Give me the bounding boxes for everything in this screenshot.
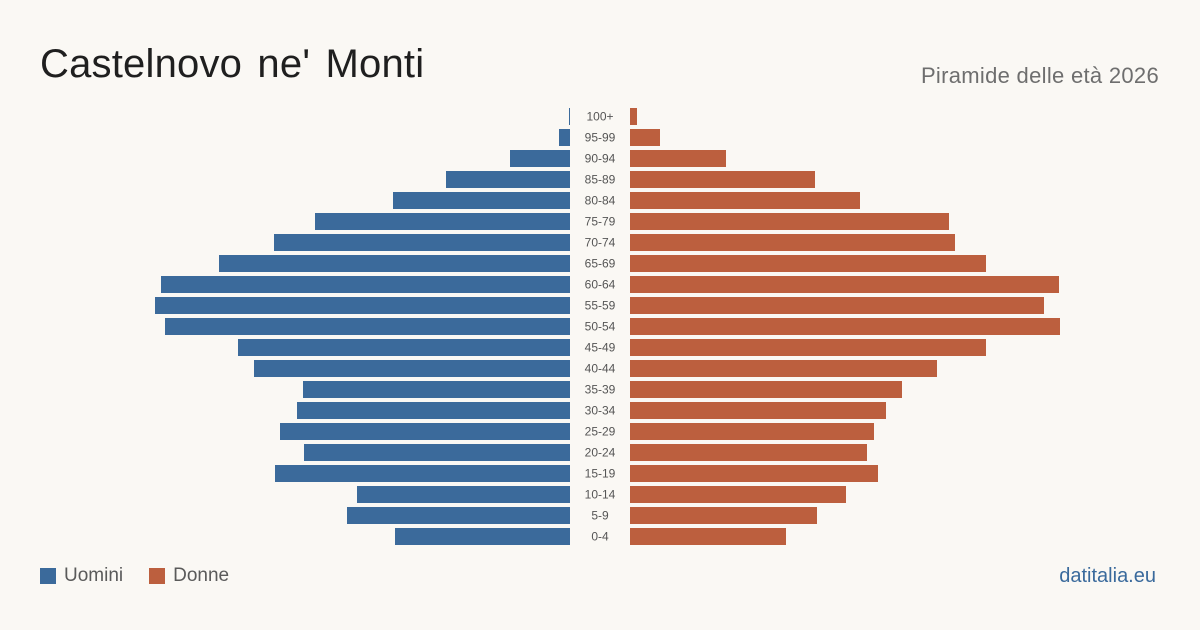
bar-women-40-44	[630, 360, 937, 377]
bar-women-30-34	[630, 402, 886, 419]
age-label-35-39: 35-39	[585, 383, 616, 397]
bar-women-90-94	[630, 150, 726, 167]
bar-men-100+	[569, 108, 570, 125]
age-label-70-74: 70-74	[585, 236, 616, 250]
brand-link[interactable]: datitalia.eu	[1059, 565, 1156, 587]
population-pyramid-chart: 100+ 95-99 90-94 85-89 80-84 75-79 70-74 65-69 6…	[155, 108, 1060, 545]
age-label-55-59: 55-59	[585, 299, 616, 313]
bar-men-30-34	[297, 402, 570, 419]
bar-women-50-54	[630, 318, 1060, 335]
bar-women-20-24	[630, 444, 867, 461]
legend-label-men: Uomini	[64, 565, 124, 586]
age-label-20-24: 20-24	[585, 446, 616, 460]
bar-women-15-19	[630, 465, 878, 482]
age-label-80-84: 80-84	[585, 194, 616, 208]
age-label-10-14: 10-14	[585, 488, 616, 502]
bar-women-10-14	[630, 486, 846, 503]
age-label-15-19: 15-19	[585, 467, 616, 481]
bar-men-80-84	[393, 192, 570, 209]
bar-men-55-59	[155, 297, 570, 314]
bar-men-70-74	[274, 234, 570, 251]
age-label-0-4: 0-4	[591, 530, 609, 544]
bar-women-35-39	[630, 381, 902, 398]
bar-men-5-9	[347, 507, 570, 524]
age-label-75-79: 75-79	[585, 215, 616, 229]
legend-label-women: Donne	[173, 565, 230, 586]
age-label-5-9: 5-9	[591, 509, 609, 523]
bar-men-90-94	[510, 150, 570, 167]
bar-women-25-29	[630, 423, 874, 440]
age-label-50-54: 50-54	[585, 320, 616, 334]
legend-item-men: Uomini	[40, 565, 123, 587]
bar-women-65-69	[630, 255, 986, 272]
age-label-40-44: 40-44	[585, 362, 616, 376]
bar-men-35-39	[303, 381, 570, 398]
bar-men-45-49	[238, 339, 570, 356]
bar-women-100+	[630, 108, 637, 125]
bar-women-80-84	[630, 192, 860, 209]
bar-men-40-44	[254, 360, 570, 377]
bar-men-10-14	[357, 486, 570, 503]
bar-men-20-24	[304, 444, 570, 461]
bar-men-15-19	[275, 465, 570, 482]
legend-swatch-men	[40, 568, 56, 584]
age-label-85-89: 85-89	[585, 173, 616, 187]
bar-women-55-59	[630, 297, 1044, 314]
bar-men-85-89	[446, 171, 570, 188]
age-label-30-34: 30-34	[585, 404, 616, 418]
age-label-60-64: 60-64	[585, 278, 616, 292]
bar-women-0-4	[630, 528, 786, 545]
bar-men-0-4	[395, 528, 570, 545]
bar-women-60-64	[630, 276, 1059, 293]
legend-item-women: Donne	[149, 565, 229, 587]
age-label-95-99: 95-99	[585, 131, 616, 145]
age-label-45-49: 45-49	[585, 341, 616, 355]
age-label-90-94: 90-94	[585, 152, 616, 166]
legend-swatch-women	[149, 568, 166, 584]
chart-subtitle: Piramide delle età 2026	[920, 63, 1159, 88]
bar-women-95-99	[630, 129, 660, 146]
bar-women-5-9	[630, 507, 817, 524]
page-title: Castelnovo ne' Monti	[40, 42, 425, 86]
age-label-65-69: 65-69	[585, 257, 616, 271]
bar-women-45-49	[630, 339, 986, 356]
bar-men-50-54	[165, 318, 570, 335]
bar-women-70-74	[630, 234, 955, 251]
bar-men-25-29	[280, 423, 570, 440]
age-label-25-29: 25-29	[585, 425, 616, 439]
bar-men-95-99	[559, 129, 570, 146]
bar-men-60-64	[161, 276, 570, 293]
bar-men-65-69	[219, 255, 570, 272]
bar-women-85-89	[630, 171, 815, 188]
bar-women-75-79	[630, 213, 949, 230]
bar-men-75-79	[315, 213, 570, 230]
legend: Uomini Donne	[40, 565, 255, 587]
age-label-100+: 100+	[586, 110, 613, 124]
